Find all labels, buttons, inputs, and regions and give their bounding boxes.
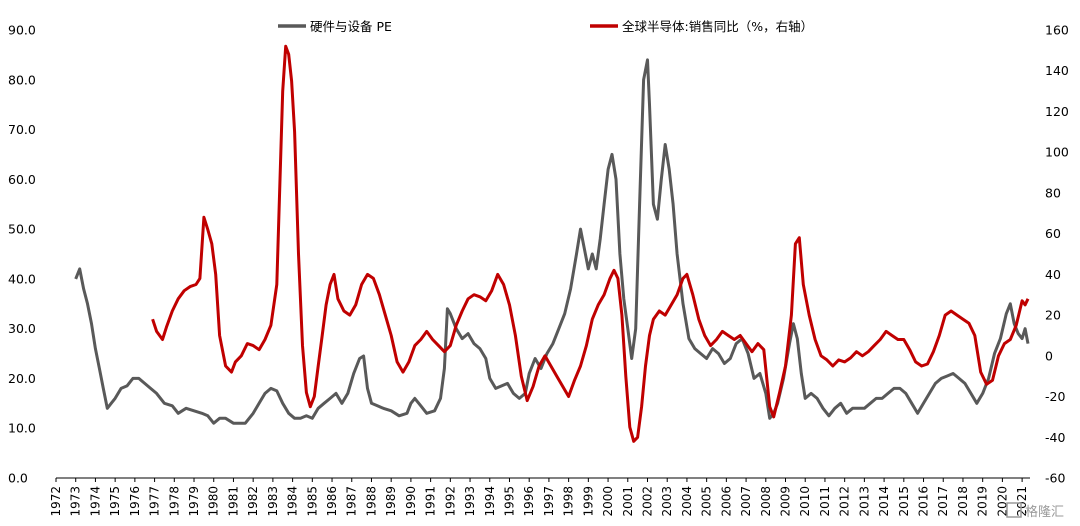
- y-left-tick-label: 50.0: [8, 222, 36, 237]
- y-left-tick-label: 40.0: [8, 271, 36, 286]
- x-tick-label: 2009: [779, 486, 793, 517]
- y-right-tick-label: 0: [1045, 348, 1053, 363]
- y-right-tick-label: 160: [1045, 23, 1069, 38]
- x-axis: 1972 1973 1974 1975 1976 1977 1978 1979 1980 1981…: [49, 477, 1030, 517]
- x-tick-label: 1990: [404, 486, 418, 517]
- x-tick-label: 2000: [601, 486, 615, 517]
- x-tick-label: 1981: [226, 486, 240, 517]
- x-tick-label: 1983: [266, 486, 280, 517]
- legend-label-pe: 硬件与设备 PE: [310, 19, 392, 34]
- x-tick-label: 1979: [187, 486, 201, 517]
- x-tick-label: 1995: [502, 486, 516, 517]
- y-left-tick-label: 0.0: [8, 471, 28, 486]
- x-tick-label: 2010: [798, 486, 812, 517]
- x-tick-label: 1977: [148, 486, 162, 517]
- x-tick-label: 2005: [700, 486, 714, 517]
- x-tick-label: 1996: [522, 486, 536, 517]
- y-right-tick-label: 20: [1045, 308, 1061, 323]
- y-left-tick-label: 70.0: [8, 122, 36, 137]
- x-tick-label: 1999: [581, 486, 595, 517]
- x-tick-label: 1991: [424, 486, 438, 517]
- x-tick-label: 1982: [246, 486, 260, 517]
- series-lines: [74, 44, 1030, 443]
- watermark-text: 格隆汇: [1025, 504, 1064, 520]
- y-left-tick-label: 90.0: [8, 23, 36, 38]
- x-tick-label: 1992: [443, 486, 457, 517]
- y-left-tick-label: 60.0: [8, 172, 36, 187]
- y-right-tick-label: 40: [1045, 267, 1061, 282]
- x-tick-label: 2020: [995, 486, 1009, 517]
- x-tick-label: 1978: [167, 486, 181, 517]
- y-left-tick-label: 20.0: [8, 371, 36, 386]
- x-tick-label: 1989: [384, 486, 398, 517]
- y-right-tick-label: 120: [1045, 104, 1069, 119]
- left-y-axis-ticks: 0.0 10.0 20.0 30.0 40.0 50.0 60.0 70.0 80.0 90.0: [8, 23, 36, 486]
- y-right-tick-label: 80: [1045, 185, 1061, 200]
- x-tick-label: 2011: [818, 486, 832, 517]
- x-tick-label: 1998: [562, 486, 576, 517]
- y-right-tick-label: 60: [1045, 226, 1061, 241]
- x-tick-label: 1975: [108, 486, 122, 517]
- legend: 硬件与设备 PE 全球半导体:销售同比（%，右轴）: [278, 19, 813, 34]
- x-tick-label: 2012: [838, 486, 852, 517]
- x-tick-label: 1985: [305, 486, 319, 517]
- x-tick-label: 2001: [621, 486, 635, 517]
- x-tick-label: 1974: [88, 486, 102, 517]
- x-tick-label: 1973: [69, 486, 83, 517]
- x-tick-label: 2019: [976, 486, 990, 517]
- x-tick-label: 1986: [325, 486, 339, 517]
- y-right-tick-label: 140: [1045, 63, 1069, 78]
- series-line-semiconductor: [151, 44, 1030, 443]
- watermark: 格隆汇: [1006, 502, 1064, 520]
- x-tick-label: 2004: [680, 486, 694, 517]
- series-line-pe: [74, 58, 1030, 425]
- right-y-axis-ticks: -60 -40 -20 0 20 40 60 80 100 120 140 160: [1045, 23, 1069, 486]
- x-tick-label: 2018: [956, 486, 970, 517]
- legend-label-semiconductor: 全球半导体:销售同比（%，右轴）: [622, 19, 813, 34]
- x-tick-label: 1976: [128, 486, 142, 517]
- x-tick-label: 1997: [542, 486, 556, 517]
- y-left-tick-label: 10.0: [8, 421, 36, 436]
- x-tick-label: 2014: [877, 486, 891, 517]
- x-tick-label: 2016: [917, 486, 931, 517]
- x-tick-label: 2017: [936, 486, 950, 517]
- y-right-tick-label: -20: [1045, 389, 1065, 404]
- x-tick-label: 1972: [49, 486, 63, 517]
- x-tick-label: 1984: [286, 486, 300, 517]
- x-tick-label: 1988: [364, 486, 378, 517]
- watermark-logo-icon: [1006, 502, 1022, 518]
- y-right-tick-label: -40: [1045, 430, 1065, 445]
- x-tick-label: 2021: [1015, 486, 1029, 517]
- x-tick-label: 2003: [660, 486, 674, 517]
- y-right-tick-label: -60: [1045, 471, 1065, 486]
- y-left-tick-label: 80.0: [8, 72, 36, 87]
- x-tick-label: 2006: [719, 486, 733, 517]
- x-tick-label: 2007: [739, 486, 753, 517]
- x-tick-label: 2015: [897, 486, 911, 517]
- x-tick-label: 1987: [345, 486, 359, 517]
- x-tick-label: 1980: [207, 486, 221, 517]
- x-tick-label: 1994: [483, 486, 497, 517]
- y-right-tick-label: 100: [1045, 145, 1069, 160]
- x-tick-label: 1993: [463, 486, 477, 517]
- x-tick-label: 2013: [857, 486, 871, 517]
- y-left-tick-label: 30.0: [8, 321, 36, 336]
- x-tick-label: 2002: [640, 486, 654, 517]
- x-tick-label: 2008: [759, 486, 773, 517]
